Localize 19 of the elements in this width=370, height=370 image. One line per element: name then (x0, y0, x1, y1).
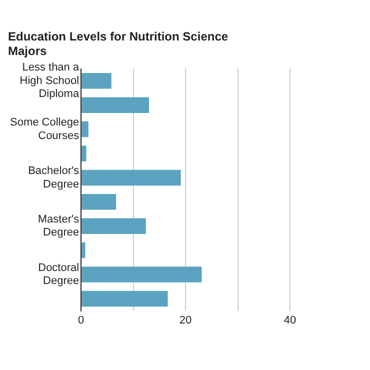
y-tick-label: Less than a High School Diploma (20, 62, 80, 100)
y-tick-label: Bachelor's Degree (28, 165, 80, 190)
bar (82, 146, 86, 162)
bar (82, 194, 116, 210)
x-tick-label: 20 (179, 314, 192, 326)
bar (82, 290, 168, 307)
bar (82, 266, 202, 282)
bar (82, 73, 112, 89)
x-tick-label: 40 (284, 314, 296, 326)
chart-title: Education Levels for Nutrition Science Majors (8, 30, 228, 58)
y-tick-label: Doctoral Degree (38, 262, 80, 288)
y-tick-label: Master's Degree (38, 214, 80, 239)
bar (82, 218, 146, 234)
x-tick-label: 0 (78, 314, 84, 326)
y-tick-label: Some College Courses (10, 116, 80, 142)
bar (82, 97, 149, 113)
bar (82, 242, 86, 258)
bar (82, 121, 88, 138)
bar (82, 170, 181, 186)
